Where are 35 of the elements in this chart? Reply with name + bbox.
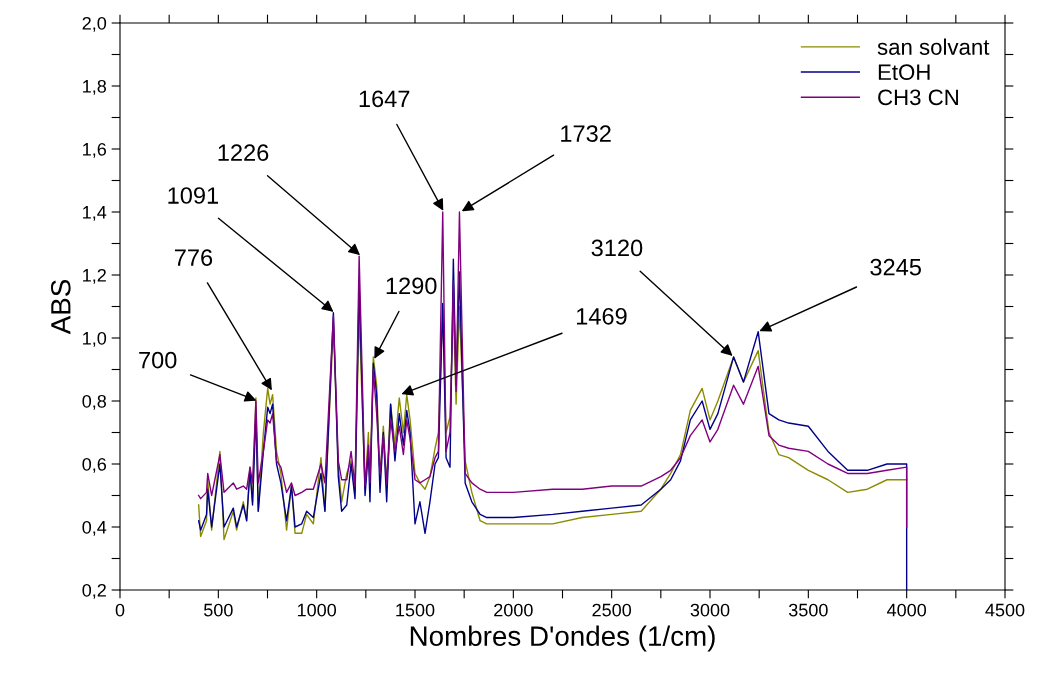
y-tick-label: 1,4: [83, 206, 107, 221]
y-tick-label: 1,2: [83, 268, 106, 284]
annotation: 1290: [386, 277, 437, 295]
annotation: 776: [174, 249, 213, 266]
legend-label: CH3 CN: [878, 89, 958, 106]
annotation: 1091: [168, 187, 219, 204]
y-tick-label: 1,0: [83, 331, 107, 347]
annotation: 1226: [218, 144, 269, 162]
y-tick-label: 1,6: [83, 142, 107, 158]
annotation: 700: [139, 351, 177, 369]
y-tick-label: 0,6: [82, 457, 107, 473]
annotation: 1732: [561, 125, 611, 142]
legend-label: EtOH: [878, 64, 930, 81]
y-tick-label: 0,8: [82, 394, 107, 410]
y-tick-label: 0,2: [82, 583, 106, 599]
legend-label: san solvant: [877, 38, 990, 55]
annotation: 1469: [576, 307, 627, 325]
annotation: 1647: [359, 90, 410, 108]
x-tick-label: 2000: [494, 603, 533, 617]
x-tick-label: 1500: [396, 603, 435, 617]
annotation: 3120: [591, 239, 643, 257]
y-axis-title: ABS: [50, 279, 71, 335]
y-tick-label: 1,8: [83, 79, 107, 95]
x-tick-label: 3000: [690, 603, 730, 617]
x-tick-label: 3500: [788, 603, 828, 617]
x-tick-label: 4500: [985, 603, 1025, 617]
y-tick-label: 0,4: [82, 520, 107, 536]
x-tick-label: 0: [115, 603, 125, 617]
x-tick-label: 500: [203, 603, 233, 617]
y-tick-label: 2,0: [82, 16, 107, 32]
annotation: 3245: [870, 258, 921, 276]
x-tick-label: 2500: [592, 603, 632, 617]
x-tick-label: 1000: [297, 603, 337, 617]
x-axis-title: Nombres D'ondes (1/cm): [410, 625, 715, 652]
x-tick-label: 4000: [887, 603, 927, 617]
